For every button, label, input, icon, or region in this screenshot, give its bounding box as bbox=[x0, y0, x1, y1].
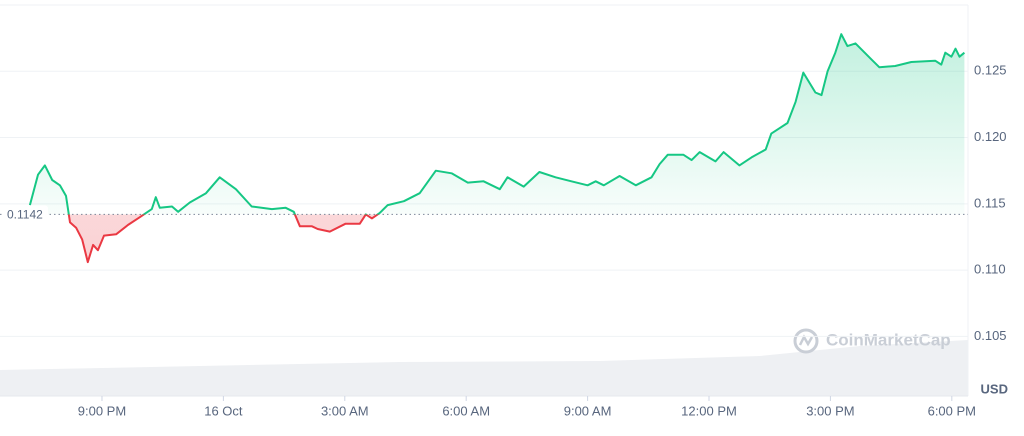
volume-area bbox=[0, 340, 968, 396]
x-tick-label: 6:00 PM bbox=[928, 403, 976, 418]
y-tick-label: 0.115 bbox=[974, 195, 1006, 210]
currency-label: USD bbox=[981, 381, 1008, 396]
y-tick-label: 0.110 bbox=[974, 262, 1006, 277]
watermark: CoinMarketCap bbox=[826, 330, 951, 349]
reference-label: 0.1142 bbox=[7, 208, 43, 222]
reference-label-box bbox=[2, 205, 48, 224]
x-tick-label: 3:00 AM bbox=[321, 403, 369, 418]
x-tick-label: 16 Oct bbox=[204, 403, 243, 418]
y-tick-label: 0.105 bbox=[974, 328, 1007, 343]
area-fill bbox=[29, 34, 965, 263]
y-tick-label: 0.125 bbox=[974, 63, 1007, 78]
watermark-logo bbox=[793, 328, 819, 354]
price-line bbox=[28, 33, 966, 264]
x-tick-label: 9:00 PM bbox=[78, 403, 126, 418]
x-tick-label: 6:00 AM bbox=[442, 403, 490, 418]
y-tick-label: 0.120 bbox=[974, 129, 1007, 144]
x-tick-label: 9:00 AM bbox=[564, 403, 612, 418]
x-tick-label: 12:00 PM bbox=[681, 403, 737, 418]
x-tick-label: 3:00 PM bbox=[806, 403, 854, 418]
